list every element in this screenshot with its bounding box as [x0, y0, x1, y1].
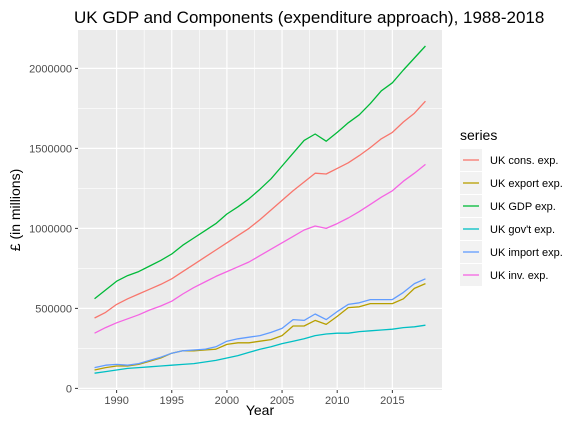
chart-title: UK GDP and Components (expenditure appro… [74, 8, 544, 27]
legend: series UK cons. exp. UK export exp. UK GDP… [460, 127, 563, 286]
series-line [94, 45, 426, 300]
axes: 1990 1995 2000 2005 2010 2015 0 500000 1000000 15… [29, 63, 404, 407]
legend-label: UK import exp. [490, 247, 563, 259]
legend-items: UK cons. exp. UK export exp. UK GDP exp. UK… [460, 149, 563, 286]
x-tick-label: 2010 [325, 395, 349, 407]
x-axis-title: Year [246, 402, 275, 418]
legend-title: series [460, 127, 497, 143]
legend-item: UK import exp. [460, 241, 563, 263]
legend-label: UK inv. exp. [490, 270, 549, 282]
series-line [94, 283, 426, 371]
x-tick-label: 2005 [270, 395, 294, 407]
series-line [94, 100, 426, 319]
y-axis-title: £ (in millions) [7, 169, 23, 251]
legend-item: UK inv. exp. [460, 264, 549, 286]
y-tick-label: 1500000 [29, 143, 72, 155]
legend-item: UK gov't exp. [460, 218, 555, 240]
legend-item: UK GDP exp. [460, 195, 556, 217]
x-tick-label: 1990 [104, 395, 128, 407]
series-line [94, 278, 426, 369]
y-tick-label: 1000000 [29, 223, 72, 235]
y-tick-label: 2000000 [29, 63, 72, 75]
series-lines [94, 45, 426, 374]
y-tick-label: 500000 [35, 303, 72, 315]
series-line [94, 324, 426, 374]
legend-label: UK gov't exp. [490, 224, 555, 236]
series-line [94, 163, 426, 334]
legend-label: UK cons. exp. [490, 155, 558, 167]
legend-label: UK export exp. [490, 178, 563, 190]
legend-label: UK GDP exp. [490, 201, 556, 213]
legend-item: UK cons. exp. [460, 149, 558, 171]
legend-item: UK export exp. [460, 172, 563, 194]
grid-lines [78, 30, 442, 390]
x-tick-label: 2015 [380, 395, 404, 407]
y-tick-label: 0 [66, 383, 72, 395]
x-tick-label: 1995 [160, 395, 184, 407]
x-tick-label: 2000 [215, 395, 239, 407]
